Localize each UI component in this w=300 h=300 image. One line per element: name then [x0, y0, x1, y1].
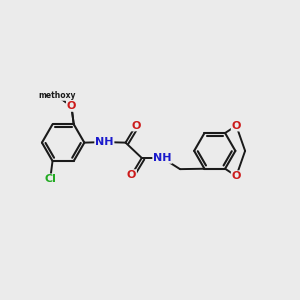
- Text: NH: NH: [95, 137, 114, 147]
- Text: O: O: [67, 101, 76, 111]
- Text: NH: NH: [153, 153, 172, 163]
- Text: O: O: [232, 171, 241, 181]
- Text: O: O: [127, 170, 136, 180]
- Text: Cl: Cl: [44, 174, 56, 184]
- Text: O: O: [232, 121, 241, 131]
- Text: methoxy: methoxy: [38, 91, 75, 100]
- Text: O: O: [131, 121, 141, 130]
